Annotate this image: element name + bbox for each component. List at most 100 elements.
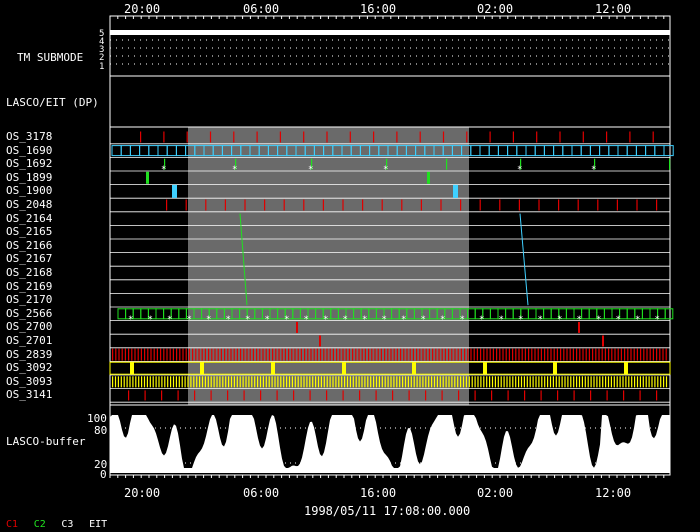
os-mark xyxy=(303,199,305,211)
os-mark xyxy=(236,348,238,361)
submode-level-2: 2 xyxy=(99,53,105,63)
bottom-tick-3: 02:00 xyxy=(477,486,514,500)
os-mark xyxy=(348,348,350,361)
os-mark xyxy=(204,348,206,361)
os-mark xyxy=(491,376,494,388)
os-mark xyxy=(286,376,288,388)
os-mark xyxy=(582,348,584,361)
os-mark xyxy=(128,348,130,361)
os-mark xyxy=(311,158,313,170)
os-mark xyxy=(132,308,142,320)
os-mark-frame xyxy=(109,361,671,375)
os-mark xyxy=(561,376,563,388)
os-mark xyxy=(454,348,456,361)
os-mark xyxy=(312,376,314,388)
os-row-label: OS_1900 xyxy=(6,184,53,198)
os-mark xyxy=(593,376,595,388)
os-mark xyxy=(406,348,408,361)
os-mark xyxy=(396,131,398,143)
os-mark xyxy=(297,348,299,361)
os-mark xyxy=(660,376,662,388)
os-mark xyxy=(460,376,462,388)
os-mark xyxy=(387,348,389,361)
os-mark xyxy=(497,376,499,388)
os-mark xyxy=(499,199,501,211)
os-row-label: OS_3178 xyxy=(6,130,53,143)
os-mark xyxy=(453,184,458,198)
os-mark xyxy=(155,308,165,320)
os-mark xyxy=(349,376,351,388)
os-mark xyxy=(140,348,142,361)
star-marker: * xyxy=(557,315,562,325)
os-mark xyxy=(663,145,674,157)
os-mark xyxy=(518,348,520,361)
os-mark xyxy=(652,348,654,361)
os-mark xyxy=(479,199,481,211)
os-mark xyxy=(217,348,219,361)
os-mark xyxy=(441,348,443,361)
os-mark xyxy=(518,376,520,388)
os-mark xyxy=(494,376,496,388)
os-mark xyxy=(409,348,411,361)
os-mark xyxy=(306,376,308,388)
os-mark xyxy=(300,376,302,388)
os-row-label: OS_3093 xyxy=(6,374,53,388)
os-mark xyxy=(342,199,344,211)
os-mark xyxy=(581,376,583,388)
os-mark xyxy=(520,376,523,388)
os-mark xyxy=(577,199,579,211)
os-mark xyxy=(400,348,402,361)
os-mark xyxy=(182,348,184,361)
os-mark xyxy=(654,376,656,388)
os-mark xyxy=(291,376,293,388)
os-mark xyxy=(470,348,472,361)
os-mark xyxy=(209,131,212,143)
os-mark xyxy=(602,376,604,388)
os-mark xyxy=(280,376,282,388)
os-mark xyxy=(433,376,436,388)
os-mark xyxy=(422,348,424,361)
os-mark xyxy=(582,131,584,143)
os-mark xyxy=(303,376,305,388)
os-mark xyxy=(624,362,628,375)
os-mark xyxy=(466,131,468,143)
os-mark xyxy=(635,145,647,157)
os-mark xyxy=(534,145,545,157)
os-mark xyxy=(252,348,254,361)
os-mark xyxy=(384,376,386,388)
os-mark xyxy=(419,348,421,361)
os-mark xyxy=(636,348,638,361)
os-mark xyxy=(479,145,490,157)
os-mark xyxy=(619,376,621,388)
os-mark xyxy=(233,131,235,143)
os-mark xyxy=(219,376,221,388)
os-mark xyxy=(230,376,233,388)
os-mark xyxy=(503,376,505,388)
os-mark xyxy=(515,348,517,361)
os-mark xyxy=(216,376,218,388)
os-mark xyxy=(486,348,488,361)
star-marker: * xyxy=(499,315,504,325)
os-mark xyxy=(578,376,581,388)
os-mark xyxy=(387,376,389,388)
os-mark xyxy=(496,348,498,361)
os-mark xyxy=(669,158,671,170)
os-mark xyxy=(509,376,511,388)
os-mark xyxy=(439,376,441,388)
buffer-label: LASCO-buffer xyxy=(6,435,86,448)
star-marker: * xyxy=(323,315,328,325)
os-mark xyxy=(547,348,549,361)
os-mark xyxy=(143,376,146,388)
os-mark xyxy=(176,348,178,361)
os-mark xyxy=(294,348,296,361)
os-mark xyxy=(368,348,370,361)
os-mark xyxy=(375,376,378,388)
os-mark xyxy=(137,348,139,361)
os-mark xyxy=(358,348,360,361)
os-mark xyxy=(649,348,651,361)
os-mark xyxy=(598,348,600,361)
os-mark xyxy=(403,348,405,361)
os-mark xyxy=(249,348,251,361)
os-mark xyxy=(178,376,180,388)
os-mark xyxy=(121,348,123,361)
